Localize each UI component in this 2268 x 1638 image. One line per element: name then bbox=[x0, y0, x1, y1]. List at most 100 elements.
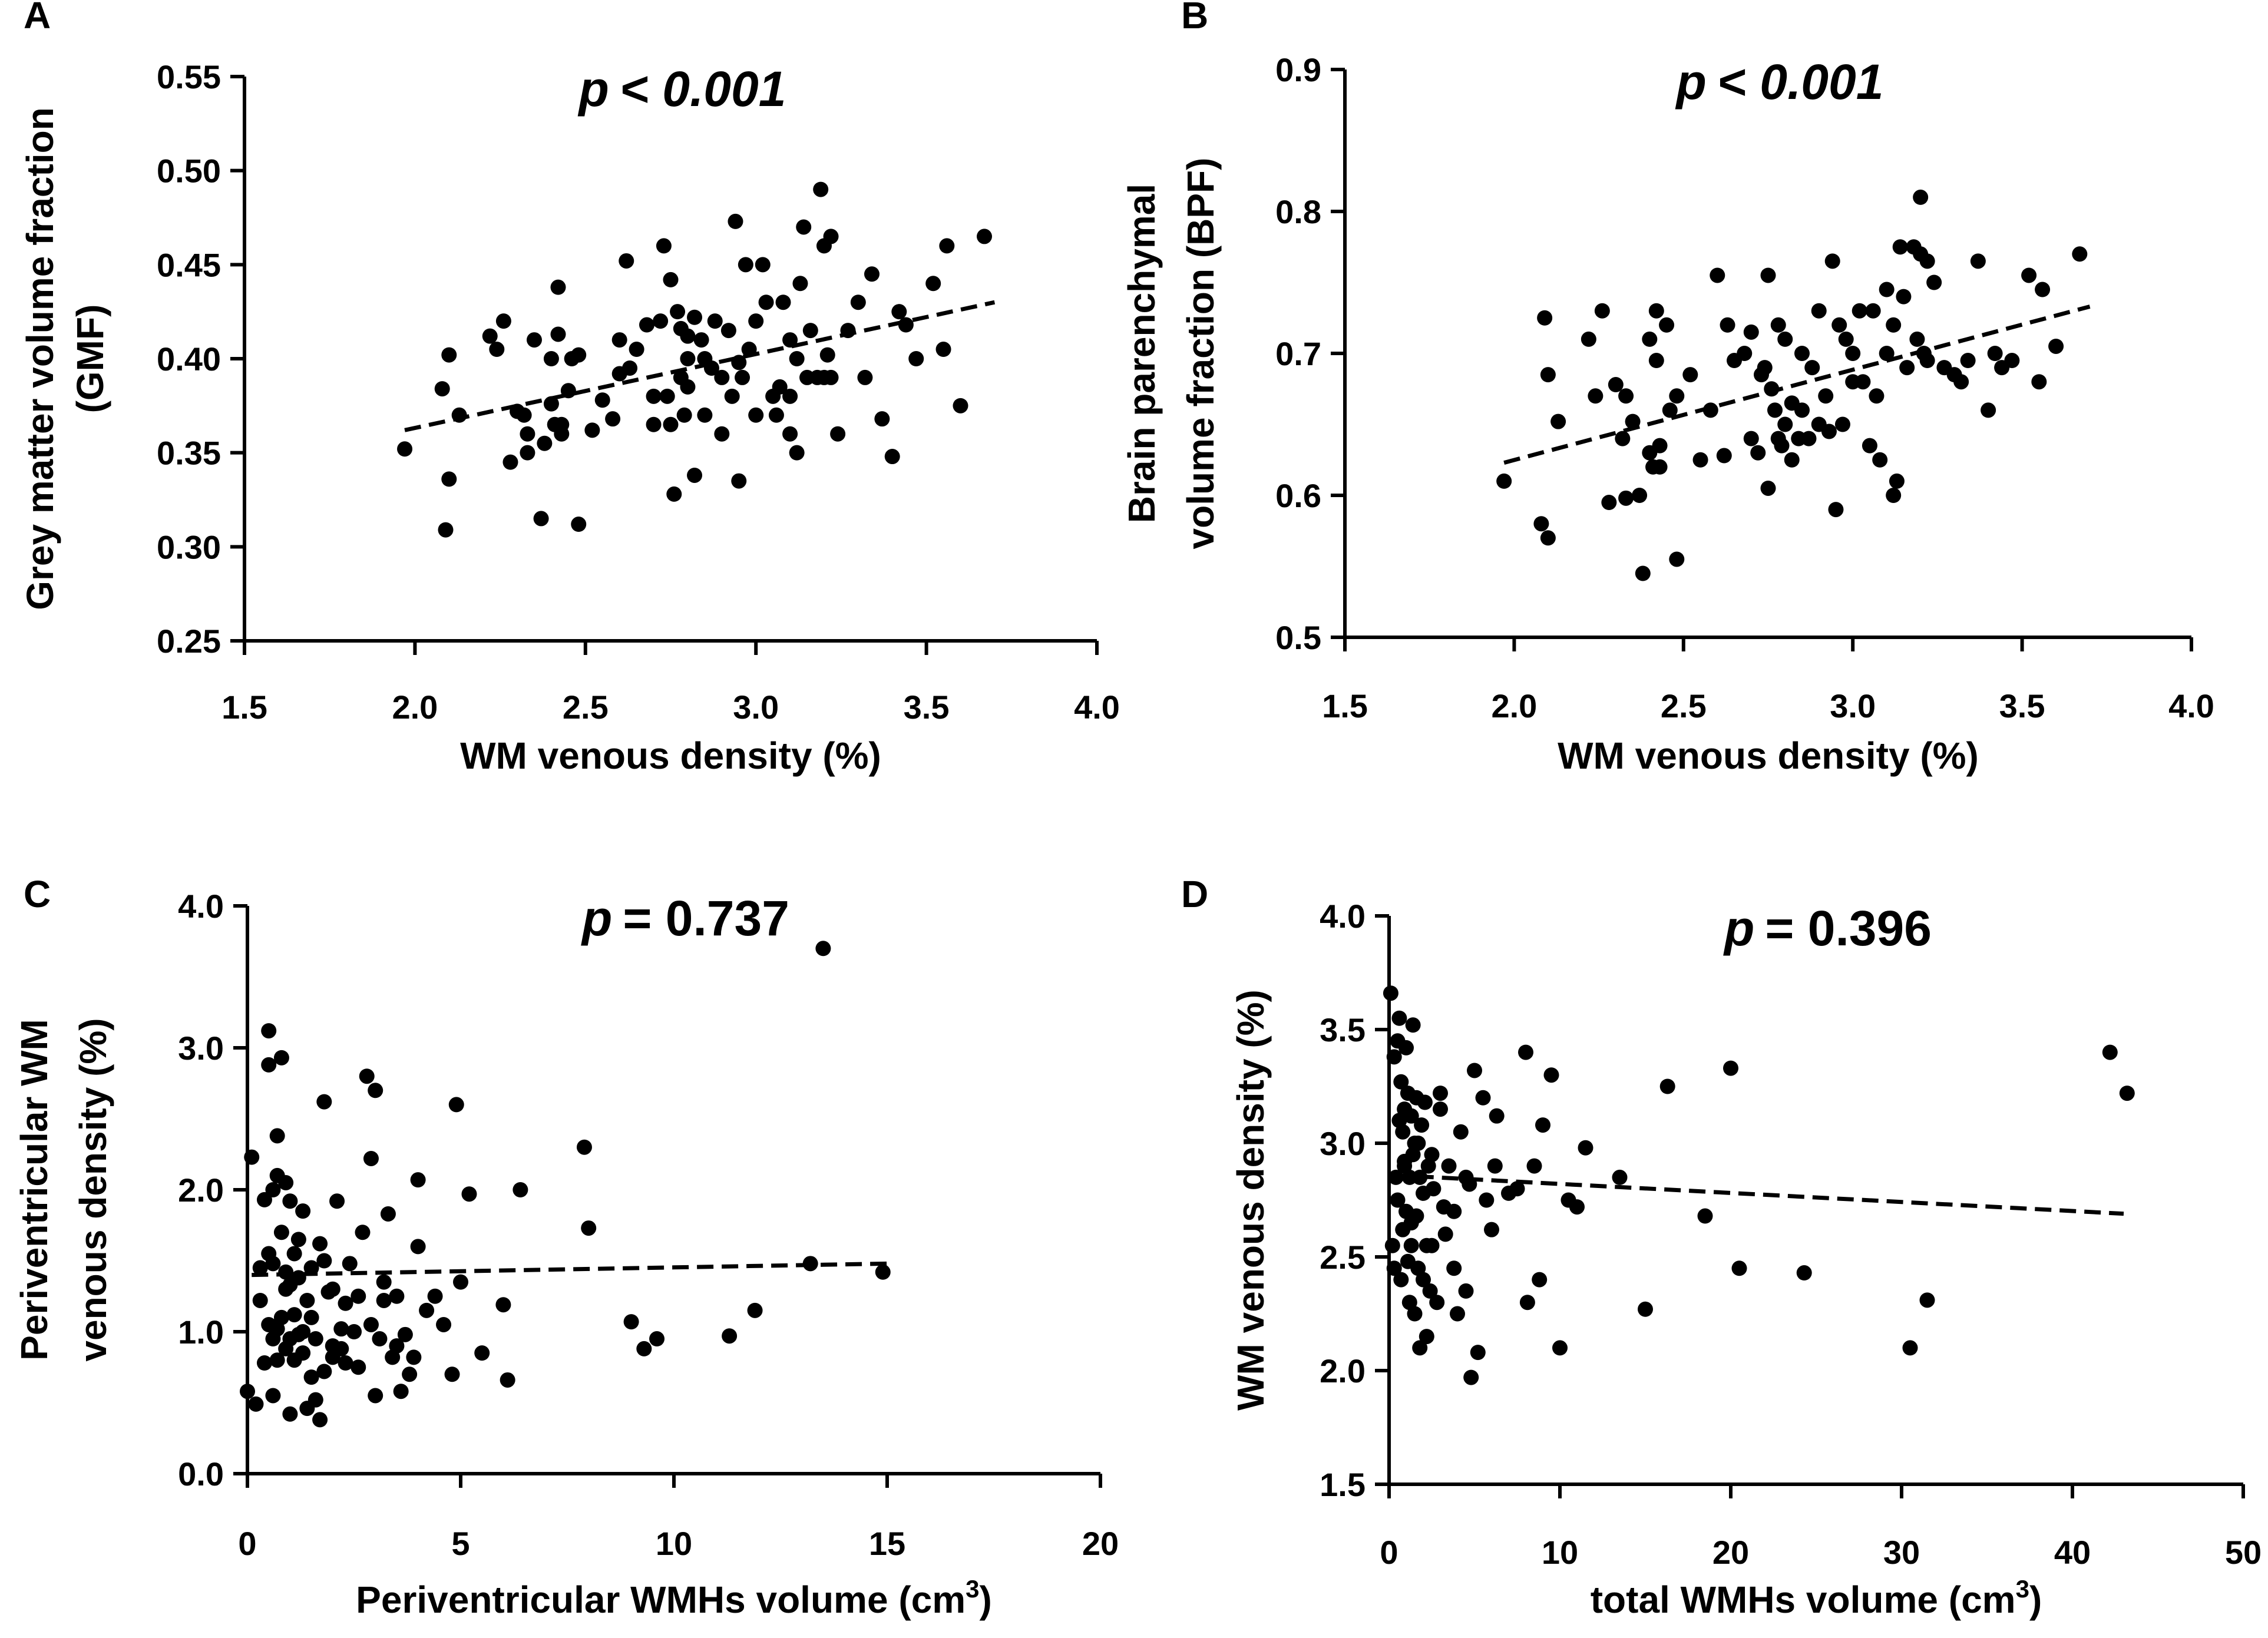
data-point bbox=[594, 392, 610, 408]
data-point bbox=[639, 317, 654, 333]
data-point bbox=[840, 323, 856, 339]
p-value-label: p = 0.396 bbox=[1723, 901, 1932, 956]
x-tick-label: 2.0 bbox=[392, 689, 438, 726]
data-point bbox=[1970, 253, 1986, 269]
data-point bbox=[489, 342, 505, 358]
data-point bbox=[1845, 346, 1861, 361]
data-point bbox=[731, 355, 747, 370]
data-point bbox=[543, 351, 559, 366]
x-tick-label: 2.5 bbox=[1661, 687, 1707, 724]
data-point bbox=[755, 257, 771, 273]
y-tick-label: 2.0 bbox=[1320, 1352, 1366, 1389]
x-axis-label: WM venous density (%) bbox=[1558, 734, 1979, 777]
y-tick-label: 3.0 bbox=[178, 1030, 224, 1067]
data-point bbox=[295, 1324, 311, 1339]
data-point bbox=[1697, 1208, 1713, 1224]
data-point bbox=[368, 1083, 383, 1098]
data-point bbox=[436, 1316, 452, 1332]
data-point bbox=[261, 1023, 277, 1039]
data-point bbox=[1757, 360, 1773, 376]
data-point bbox=[1824, 253, 1840, 269]
data-point bbox=[864, 266, 880, 282]
data-point bbox=[656, 238, 672, 254]
data-point bbox=[619, 253, 634, 269]
data-point bbox=[1635, 565, 1651, 581]
data-point bbox=[1632, 488, 1648, 503]
data-point bbox=[1767, 402, 1783, 418]
data-point bbox=[703, 360, 719, 376]
y-axis-label: (GMF) bbox=[69, 305, 111, 413]
data-point bbox=[1405, 1017, 1421, 1033]
data-point bbox=[1537, 310, 1553, 326]
regression-line bbox=[404, 300, 996, 432]
data-point bbox=[687, 467, 703, 483]
data-point bbox=[636, 1341, 652, 1356]
data-point bbox=[261, 1246, 277, 1262]
panel-d: Dp = 0.396 0 10 20 30 40 50 1.5 2.0 2.5 3.0 3.5 4.0 to… bbox=[1181, 873, 2262, 1621]
data-point bbox=[368, 1388, 383, 1404]
data-point bbox=[747, 1302, 763, 1318]
data-point bbox=[1760, 480, 1776, 496]
y-tick-label: 0.5 bbox=[1275, 619, 1321, 656]
data-point bbox=[680, 379, 696, 395]
data-point bbox=[244, 1149, 260, 1165]
panel-letter: D bbox=[1181, 873, 1208, 915]
x-tick-label: 10 bbox=[656, 1525, 692, 1562]
data-point bbox=[269, 1167, 285, 1183]
data-point bbox=[342, 1256, 358, 1272]
y-tick-label: 0.40 bbox=[157, 340, 221, 378]
data-point bbox=[1834, 416, 1850, 432]
y-tick-label: 0.7 bbox=[1275, 335, 1321, 372]
data-point bbox=[748, 407, 764, 423]
data-point bbox=[461, 1186, 477, 1202]
data-point bbox=[1383, 985, 1399, 1001]
y-axis-label: Grey matter volume fraction bbox=[19, 107, 61, 610]
data-point bbox=[976, 229, 992, 244]
data-point bbox=[1484, 1222, 1499, 1237]
data-point bbox=[1475, 1090, 1491, 1106]
data-point bbox=[265, 1182, 281, 1197]
data-point bbox=[1433, 1101, 1448, 1117]
data-point bbox=[1892, 239, 1908, 255]
data-point bbox=[741, 342, 757, 358]
data-point bbox=[939, 238, 955, 254]
data-point bbox=[1388, 1169, 1404, 1185]
x-tick-label: 3.0 bbox=[733, 689, 779, 726]
data-point bbox=[1470, 1345, 1486, 1361]
x-tick-label: 15 bbox=[869, 1525, 905, 1562]
data-point bbox=[303, 1309, 319, 1325]
data-point bbox=[659, 388, 675, 404]
x-axis-label: Periventricular WMHs volume (cm3) bbox=[356, 1575, 992, 1621]
data-point bbox=[738, 257, 753, 273]
data-point bbox=[1913, 189, 1929, 205]
data-point bbox=[1720, 317, 1735, 333]
data-point bbox=[1869, 388, 1885, 404]
data-point bbox=[1801, 431, 1817, 446]
data-point bbox=[1760, 267, 1776, 283]
data-point bbox=[775, 294, 791, 310]
p-value-label: p = 0.737 bbox=[581, 891, 789, 946]
y-axis-label: venous density (%) bbox=[72, 1018, 114, 1361]
data-point bbox=[1433, 1086, 1448, 1101]
data-point bbox=[554, 426, 570, 442]
data-point bbox=[666, 486, 682, 502]
x-tick-label: 4.0 bbox=[2168, 687, 2214, 724]
data-point bbox=[286, 1307, 302, 1323]
data-point bbox=[1642, 331, 1658, 347]
data-point bbox=[623, 1314, 639, 1330]
data-point bbox=[520, 426, 535, 442]
data-point bbox=[410, 1172, 426, 1188]
data-point bbox=[605, 411, 621, 427]
data-point bbox=[1919, 253, 1935, 269]
data-point bbox=[1692, 452, 1708, 468]
x-tick-label: 10 bbox=[1542, 1534, 1578, 1571]
data-point bbox=[278, 1281, 294, 1297]
data-point bbox=[1811, 303, 1827, 319]
data-point bbox=[1919, 1292, 1935, 1308]
data-point bbox=[1391, 1113, 1407, 1129]
p-value-label: p < 0.001 bbox=[578, 61, 786, 117]
y-tick-label: 0.25 bbox=[157, 623, 221, 660]
data-point bbox=[397, 441, 413, 457]
x-tick-label: 50 bbox=[2225, 1534, 2262, 1571]
x-tick-label: 20 bbox=[1712, 1534, 1749, 1571]
